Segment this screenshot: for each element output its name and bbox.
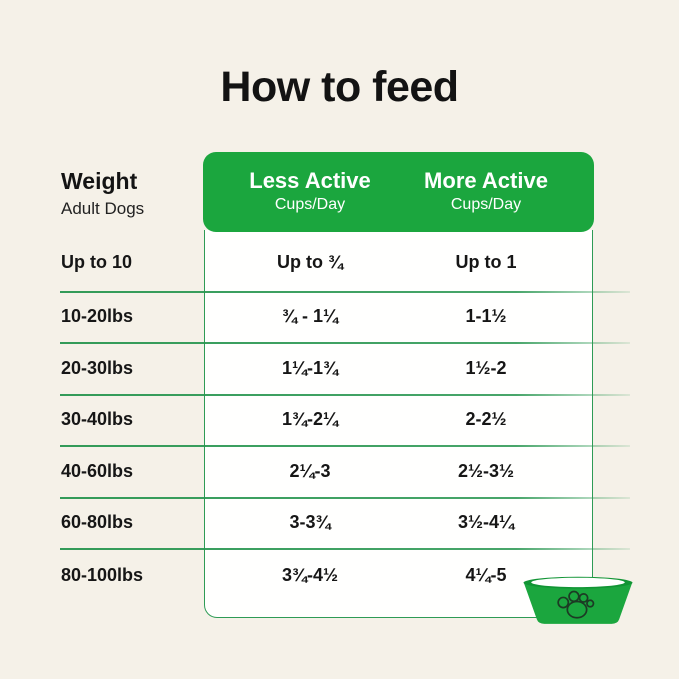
row-divider (60, 394, 630, 396)
row-divider (60, 342, 630, 344)
more-active-unit: Cups/Day (450, 196, 522, 213)
table-row: 80-100lbs 3¾-4½ 4¼-5 (0, 561, 679, 589)
less-active-value: Up to ¾ (277, 252, 343, 272)
weight-range: 80-100lbs (61, 565, 144, 585)
weight-range: 40-60lbs (61, 461, 134, 481)
row-divider (60, 445, 630, 447)
more-active-value: Up to 1 (455, 252, 517, 272)
row-divider (60, 548, 630, 550)
more-active-value: 2½-3½ (457, 461, 515, 481)
table-row: 10-20lbs ¾ - 1¼ 1-1½ (0, 302, 679, 330)
table-row: Up to 10 Up to ¾ Up to 1 (0, 248, 679, 276)
more-active-value: 4¼-5 (465, 565, 507, 585)
less-active-value: ¾ - 1¼ (281, 306, 339, 326)
less-active-value: 3-3¾ (289, 512, 331, 532)
table-row: 30-40lbs 1¾-2¼ 2-2½ (0, 405, 679, 433)
paw-print-icon (557, 590, 595, 619)
weight-column-header: Weight Adult Dogs (61, 168, 144, 219)
more-active-title: More Active (424, 168, 548, 193)
weight-sublabel: Adult Dogs (61, 199, 145, 218)
weight-label: Weight (61, 168, 138, 194)
less-active-title: Less Active (249, 168, 371, 193)
less-active-unit: Cups/Day (274, 196, 346, 213)
more-active-value: 1-1½ (465, 306, 507, 326)
less-active-value: 2¼-3 (289, 461, 331, 481)
more-active-value: 1½-2 (465, 358, 507, 378)
weight-range: 20-30lbs (61, 358, 134, 378)
row-divider (60, 291, 630, 293)
page-title: How to feed (220, 63, 459, 111)
table-row: 20-30lbs 1¼-1¾ 1½-2 (0, 354, 679, 382)
table-body (204, 230, 593, 618)
table-row: 40-60lbs 2¼-3 2½-3½ (0, 457, 679, 485)
column-header-more-active: More Active Cups/Day (424, 168, 548, 215)
row-divider (60, 497, 630, 499)
less-active-value: 3¾-4½ (281, 565, 339, 585)
less-active-value: 1¾-2¼ (281, 409, 339, 429)
weight-range: 30-40lbs (61, 409, 134, 429)
less-active-value: 1¼-1¾ (281, 358, 339, 378)
dog-bowl-icon (523, 576, 633, 624)
more-active-value: 3½-4¼ (457, 512, 515, 532)
table-row: 60-80lbs 3-3¾ 3½-4¼ (0, 508, 679, 536)
weight-range: 10-20lbs (61, 306, 134, 326)
table-header: Less Active Cups/Day More Active Cups/Da… (203, 152, 594, 232)
weight-range: Up to 10 (61, 252, 133, 272)
more-active-value: 2-2½ (465, 409, 507, 429)
column-header-less-active: Less Active Cups/Day (249, 168, 370, 215)
weight-range: 60-80lbs (61, 512, 134, 532)
